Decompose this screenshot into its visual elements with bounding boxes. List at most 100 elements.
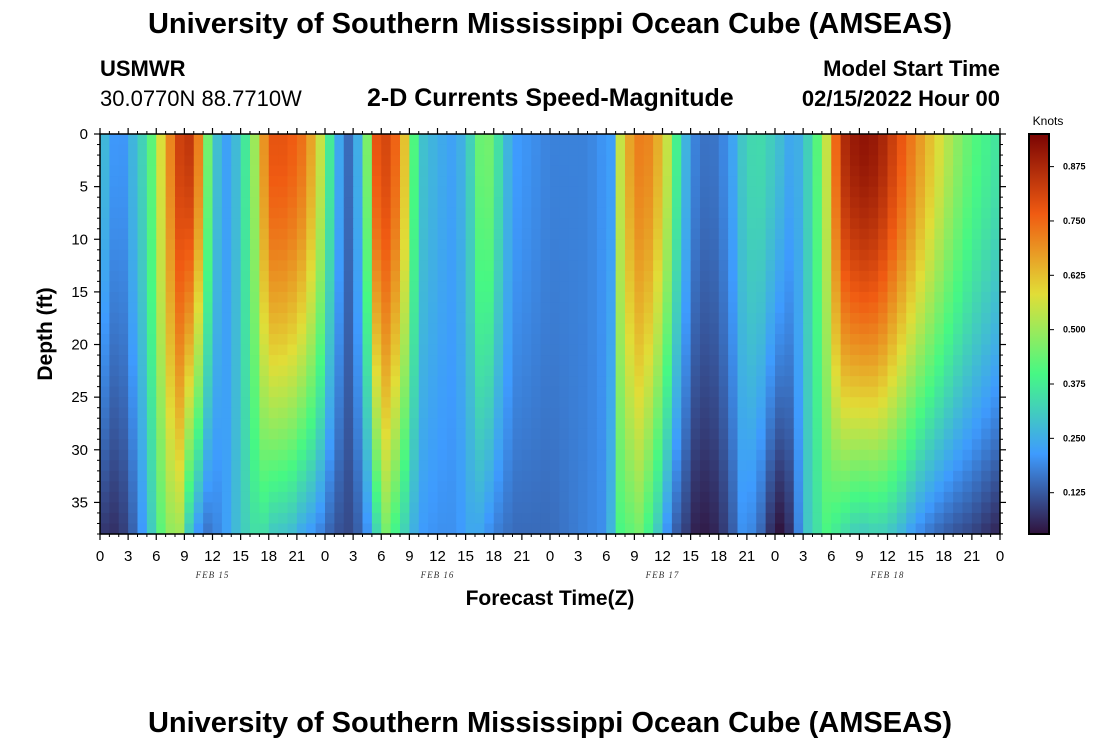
heatmap-cell bbox=[193, 481, 204, 493]
heatmap-cell bbox=[821, 165, 832, 177]
heatmap-cell bbox=[840, 344, 851, 356]
heatmap-cell bbox=[971, 281, 982, 293]
heatmap-cell bbox=[484, 197, 495, 209]
heatmap-cell bbox=[484, 302, 495, 314]
heatmap-cell bbox=[231, 502, 242, 514]
heatmap-cell bbox=[503, 460, 514, 472]
heatmap-cell bbox=[184, 165, 195, 177]
heatmap-cell bbox=[990, 355, 1001, 367]
heatmap-cell bbox=[390, 407, 401, 419]
heatmap-cell bbox=[962, 334, 973, 346]
heatmap-cell bbox=[653, 312, 664, 325]
heatmap-cell bbox=[484, 481, 495, 493]
heatmap-cell bbox=[184, 376, 195, 388]
heatmap-cell bbox=[700, 239, 710, 251]
heatmap-cell bbox=[118, 239, 129, 251]
heatmap-cell bbox=[803, 323, 814, 335]
heatmap-cell bbox=[709, 512, 720, 525]
heatmap-cell bbox=[418, 376, 429, 388]
heatmap-cell bbox=[925, 376, 935, 388]
heatmap-cell bbox=[662, 344, 673, 356]
heatmap-cell bbox=[512, 376, 523, 388]
heatmap-cell bbox=[531, 270, 542, 282]
heatmap-cell bbox=[521, 312, 532, 325]
heatmap-cell bbox=[606, 207, 617, 219]
heatmap-cell bbox=[212, 197, 223, 209]
heatmap-cell bbox=[437, 418, 448, 430]
heatmap-cell bbox=[775, 239, 785, 251]
heatmap-cells bbox=[100, 134, 1001, 535]
heatmap-cell bbox=[878, 386, 889, 398]
heatmap-cell bbox=[868, 355, 879, 367]
heatmap-cell bbox=[165, 144, 176, 156]
heatmap-cell bbox=[878, 418, 889, 430]
heatmap-cell bbox=[653, 439, 664, 451]
heatmap-cell bbox=[625, 512, 635, 525]
heatmap-cell bbox=[943, 323, 954, 335]
heatmap-cell bbox=[709, 344, 720, 356]
heatmap-cell bbox=[662, 281, 673, 293]
heatmap-cell bbox=[906, 165, 917, 177]
heatmap-cell bbox=[250, 218, 260, 230]
heatmap-cell bbox=[550, 397, 560, 409]
heatmap-cell bbox=[559, 291, 570, 304]
heatmap-cell bbox=[690, 176, 701, 188]
heatmap-cell bbox=[250, 155, 260, 167]
heatmap-cell bbox=[756, 323, 767, 335]
heatmap-cell bbox=[850, 218, 860, 230]
heatmap-cell bbox=[409, 355, 420, 367]
heatmap-cell bbox=[587, 186, 598, 198]
heatmap-cell bbox=[343, 512, 354, 525]
heatmap-cell bbox=[334, 470, 345, 482]
heatmap-cell bbox=[643, 239, 654, 251]
x-tick-label: 21 bbox=[289, 548, 306, 565]
heatmap-cell bbox=[512, 323, 523, 335]
heatmap-cell bbox=[971, 207, 982, 219]
heatmap-cell bbox=[662, 386, 673, 398]
heatmap-cell bbox=[212, 439, 223, 451]
heatmap-cell bbox=[475, 481, 485, 493]
heatmap-cell bbox=[100, 228, 110, 240]
heatmap-cell bbox=[643, 218, 654, 230]
heatmap-cell bbox=[578, 176, 589, 188]
heatmap-cell bbox=[484, 323, 495, 335]
heatmap-cell bbox=[109, 386, 120, 398]
heatmap-cell bbox=[484, 428, 495, 440]
heatmap-cell bbox=[634, 312, 645, 325]
heatmap-cell bbox=[850, 302, 860, 314]
heatmap-cell bbox=[428, 460, 439, 472]
heatmap-cell bbox=[315, 502, 326, 514]
heatmap-cell bbox=[803, 470, 814, 482]
heatmap-cell bbox=[325, 281, 335, 293]
heatmap-cell bbox=[371, 270, 382, 282]
heatmap-cell bbox=[812, 260, 823, 272]
heatmap-cell bbox=[943, 134, 954, 146]
heatmap-cell bbox=[671, 428, 682, 440]
heatmap-cell bbox=[831, 186, 842, 198]
heatmap-cell bbox=[128, 249, 139, 261]
heatmap-cell bbox=[709, 312, 720, 325]
heatmap-cell bbox=[371, 281, 382, 293]
heatmap-cell bbox=[821, 176, 832, 188]
heatmap-cell bbox=[156, 323, 167, 335]
heatmap-cell bbox=[671, 481, 682, 493]
heatmap-cell bbox=[690, 470, 701, 482]
heatmap-cell bbox=[531, 481, 542, 493]
heatmap-cell bbox=[418, 312, 429, 325]
heatmap-cell bbox=[325, 502, 335, 514]
heatmap-cell bbox=[475, 144, 485, 156]
heatmap-cell bbox=[371, 134, 382, 146]
heatmap-cell bbox=[493, 407, 504, 419]
heatmap-cell bbox=[578, 365, 589, 377]
heatmap-cell bbox=[512, 365, 523, 377]
heatmap-cell bbox=[343, 407, 354, 419]
heatmap-cell bbox=[325, 144, 335, 156]
heatmap-cell bbox=[625, 134, 635, 146]
heatmap-cell bbox=[868, 134, 879, 146]
heatmap-cell bbox=[803, 291, 814, 304]
heatmap-cell bbox=[428, 260, 439, 272]
heatmap-cell bbox=[409, 512, 420, 525]
heatmap-cell bbox=[943, 470, 954, 482]
heatmap-cell bbox=[578, 165, 589, 177]
heatmap-cell bbox=[596, 155, 607, 167]
